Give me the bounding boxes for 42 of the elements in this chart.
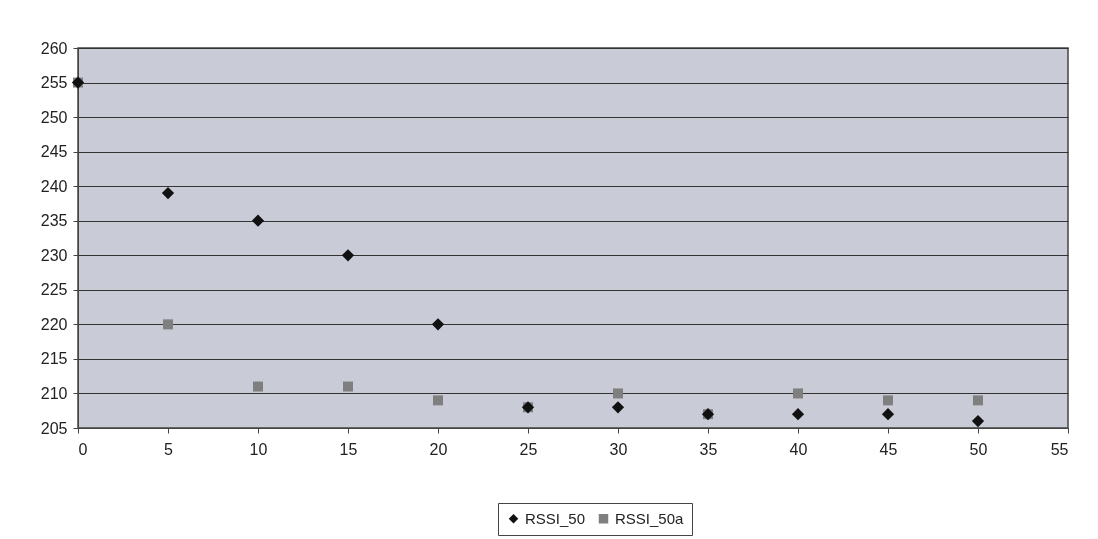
y-tick-label: 255 <box>40 74 68 92</box>
point <box>611 401 625 414</box>
y-tick-label: 245 <box>40 143 68 161</box>
point <box>881 408 895 421</box>
point <box>253 381 263 392</box>
y-tick-label: 230 <box>40 246 68 264</box>
y-tick-label: 235 <box>40 212 68 230</box>
x-tick-label: 35 <box>699 440 718 458</box>
point <box>431 318 445 331</box>
y-tick-label: 205 <box>40 419 68 437</box>
x-tick-label: 30 <box>609 440 628 458</box>
point <box>433 395 443 406</box>
y-tick-label: 240 <box>40 177 68 195</box>
y-tick-label: 210 <box>40 384 68 402</box>
y-tick-label: 260 <box>40 39 68 57</box>
x-tick-label: 20 <box>429 440 448 458</box>
x-tick-label: 55 <box>1050 440 1069 458</box>
point <box>161 186 175 200</box>
point <box>791 408 805 421</box>
y-tick-label: 220 <box>40 315 68 333</box>
point <box>613 388 623 399</box>
point <box>163 319 173 330</box>
legend-label: RSSI_50 <box>525 509 586 527</box>
y-tick-label: 225 <box>40 281 68 299</box>
y-tick-label: 250 <box>40 108 68 126</box>
x-tick-label: 10 <box>249 440 268 458</box>
point <box>971 414 985 428</box>
point <box>341 249 355 262</box>
point <box>343 381 353 392</box>
point <box>883 395 893 406</box>
point <box>973 395 983 406</box>
x-tick-label: 40 <box>789 440 808 458</box>
x-tick-label: 45 <box>879 440 898 458</box>
x-tick-label: 5 <box>164 440 174 458</box>
x-tick-label: 15 <box>339 440 358 458</box>
y-tick-label: 215 <box>40 350 68 368</box>
point <box>793 388 803 399</box>
x-tick-label: 0 <box>78 440 88 458</box>
point <box>251 214 265 227</box>
x-tick-label: 25 <box>519 440 538 458</box>
x-tick-label: 50 <box>969 440 988 458</box>
legend-label: RSSI_50a <box>615 509 685 527</box>
